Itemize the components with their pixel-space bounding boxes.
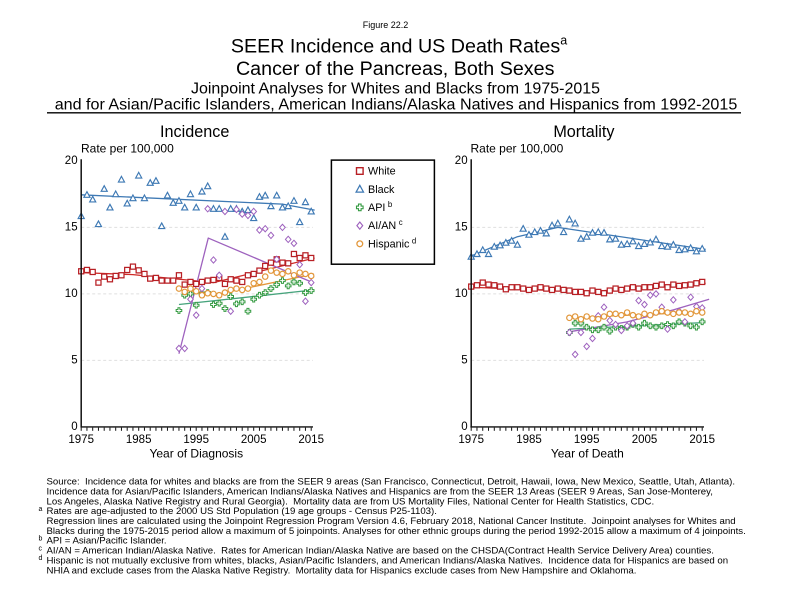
svg-text:API = Asian/Pacific Islander.: API = Asian/Pacific Islander. [47, 536, 167, 547]
svg-text:SEER Incidence and US Death Ra: SEER Incidence and US Death Ratesa [231, 34, 567, 58]
svg-text:10: 10 [65, 288, 78, 300]
svg-text:Hispanic is not mutually exclu: Hispanic is not mutually exclusive from … [47, 555, 729, 566]
svg-text:1995: 1995 [574, 434, 600, 446]
svg-text:2015: 2015 [298, 434, 324, 446]
svg-text:Rate per 100,000: Rate per 100,000 [81, 142, 174, 156]
svg-text:Source: Incidence data for wh: Source: Incidence data for whites and bl… [47, 477, 736, 488]
svg-text:and for Asian/Pacific Islander: and for Asian/Pacific Islanders, America… [55, 96, 738, 114]
svg-text:Incidence data for Asian/Pacif: Incidence data for Asian/Pacific Islande… [47, 486, 713, 497]
svg-text:Joinpoint Analyses for Whites: Joinpoint Analyses for Whites and Blacks… [191, 80, 600, 97]
svg-text:AI/AN = American Indian/Alaska: AI/AN = American Indian/Alaska Native. R… [47, 546, 714, 557]
svg-text:d: d [39, 555, 43, 562]
svg-text:15: 15 [455, 221, 468, 233]
svg-text:1975: 1975 [458, 434, 484, 446]
svg-text:2005: 2005 [241, 434, 267, 446]
svg-text:Figure 22.2: Figure 22.2 [363, 20, 409, 30]
svg-text:0: 0 [461, 421, 467, 433]
svg-text:5: 5 [71, 354, 77, 366]
svg-text:20: 20 [455, 155, 468, 167]
svg-text:15: 15 [65, 221, 78, 233]
svg-text:Year of Diagnosis: Year of Diagnosis [149, 447, 243, 461]
svg-text:c: c [39, 545, 43, 552]
svg-text:Los Angeles, Alaska Native Reg: Los Angeles, Alaska Native Registry and … [47, 496, 655, 507]
svg-text:10: 10 [455, 288, 468, 300]
svg-text:Year of Death: Year of Death [551, 447, 624, 461]
svg-text:1975: 1975 [68, 434, 94, 446]
svg-text:2005: 2005 [632, 434, 658, 446]
svg-text:b: b [39, 536, 43, 543]
svg-text:Mortality: Mortality [553, 123, 615, 141]
svg-text:1985: 1985 [126, 434, 152, 446]
svg-text:Rate per 100,000: Rate per 100,000 [471, 142, 564, 156]
svg-text:Incidence: Incidence [160, 123, 229, 141]
svg-text:Regression lines are calculate: Regression lines are calculated using th… [47, 516, 736, 527]
svg-text:1995: 1995 [183, 434, 209, 446]
svg-text:Rates are age-adjusted to the: Rates are age-adjusted to the 2000 US St… [47, 506, 437, 517]
svg-text:20: 20 [65, 155, 78, 167]
svg-text:Cancer of the Pancreas, Both S: Cancer of the Pancreas, Both Sexes [236, 58, 555, 80]
svg-text:5: 5 [461, 354, 467, 366]
svg-text:White: White [368, 166, 396, 178]
svg-text:a: a [39, 506, 43, 513]
svg-text:Blacks during the 1975-2015 pe: Blacks during the 1975-2015 period allow… [47, 526, 746, 537]
svg-text:2015: 2015 [689, 434, 715, 446]
svg-text:Black: Black [368, 184, 395, 196]
svg-text:0: 0 [71, 421, 77, 433]
svg-text:NHIA and exclude cases from th: NHIA and exclude cases from the Alaska N… [47, 565, 637, 576]
svg-text:1985: 1985 [516, 434, 542, 446]
svg-text:AI/ANc: AI/AN c [368, 218, 403, 232]
